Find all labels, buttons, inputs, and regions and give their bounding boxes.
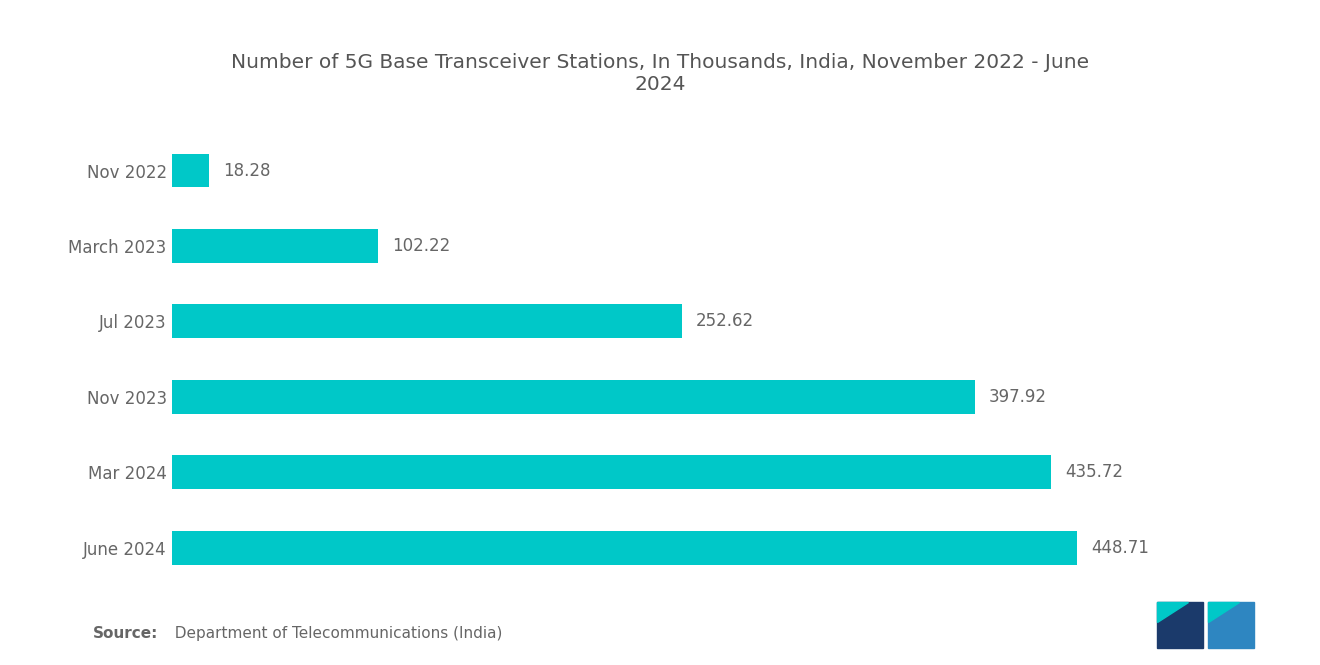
Text: 435.72: 435.72 bbox=[1065, 464, 1123, 481]
Text: Source:: Source: bbox=[92, 626, 158, 642]
Polygon shape bbox=[1209, 602, 1239, 622]
Text: Department of Telecommunications (India): Department of Telecommunications (India) bbox=[165, 626, 503, 642]
Bar bbox=[172, 531, 1077, 565]
Bar bbox=[172, 380, 975, 414]
Bar bbox=[172, 229, 378, 263]
Text: 102.22: 102.22 bbox=[392, 237, 450, 255]
Text: Number of 5G Base Transceiver Stations, In Thousands, India, November 2022 - Jun: Number of 5G Base Transceiver Stations, … bbox=[231, 53, 1089, 94]
Bar bbox=[1209, 602, 1254, 648]
Text: 18.28: 18.28 bbox=[223, 162, 271, 180]
Text: 448.71: 448.71 bbox=[1092, 539, 1150, 557]
Bar bbox=[172, 456, 1051, 489]
Text: 252.62: 252.62 bbox=[696, 313, 754, 331]
Bar bbox=[172, 305, 681, 338]
Text: 397.92: 397.92 bbox=[989, 388, 1047, 406]
Bar bbox=[172, 154, 209, 188]
Polygon shape bbox=[1158, 602, 1188, 622]
Bar bbox=[1158, 602, 1203, 648]
